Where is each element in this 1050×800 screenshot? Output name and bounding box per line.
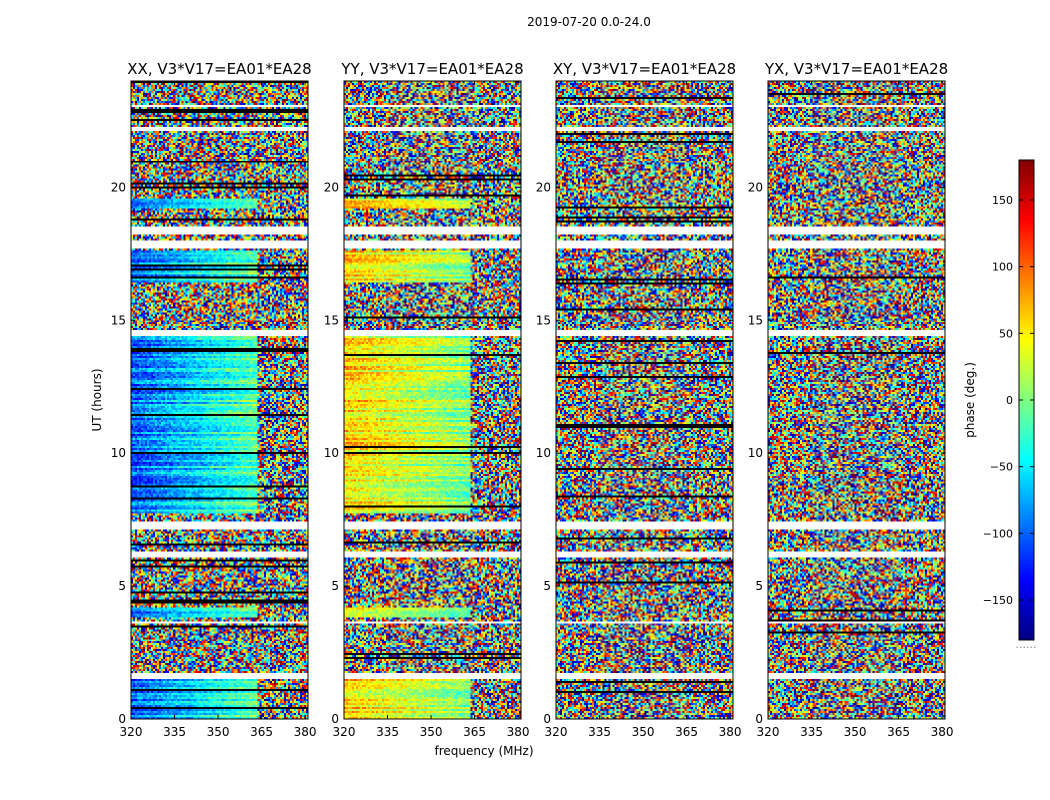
figure-suptitle: 2019-07-20 0.0-24.0 [527,15,651,29]
panel-frame [343,80,522,720]
y-tick-label: 10 [111,446,126,460]
y-tick-label: 0 [118,712,126,726]
x-tick-label: 350 [844,725,867,739]
y-tick-label: 15 [748,313,763,327]
heatmap-yx [768,81,945,719]
x-tick-label: 380 [931,725,954,739]
colorbar-tick-label: 100 [992,261,1013,274]
x-tick-label: 380 [507,725,530,739]
y-tick-label: 20 [111,180,126,194]
colorbar-tick-label: 0 [1006,394,1013,407]
x-tick-label: 380 [294,725,317,739]
heatmap-xx [131,81,308,719]
colorbar-tick-label: −150 [983,594,1013,607]
y-tick-label: 5 [543,579,551,593]
x-tick-label: 350 [632,725,655,739]
colorbar-tick-label: 50 [999,327,1013,340]
panel-title: YX, V3*V17=EA01*EA28 [764,60,948,78]
panel-frame [555,80,734,720]
x-tick-label: 320 [333,725,356,739]
y-tick-label: 15 [111,313,126,327]
panel-title: XX, V3*V17=EA01*EA28 [127,60,311,78]
y-tick-label: 20 [324,180,339,194]
panel-frame [130,80,309,720]
x-tick-label: 350 [420,725,443,739]
colorbar-tick-label: −50 [990,461,1013,474]
x-tick-label: 350 [207,725,230,739]
y-tick-label: 5 [331,579,339,593]
x-tick-label: 335 [376,725,399,739]
y-tick-label: 15 [536,313,551,327]
x-tick-label: 380 [719,725,742,739]
x-tick-label: 365 [675,725,698,739]
heatmap-xy [556,81,733,719]
panel-frame [767,80,946,720]
y-tick-label: 5 [755,579,763,593]
x-axis-label: frequency (MHz) [434,744,533,758]
y-tick-label: 5 [118,579,126,593]
panel-xx: XX, V3*V17=EA01*EA28 320 335 350 365 380 0 5 10 1… [111,60,317,739]
y-tick-label: 15 [324,313,339,327]
y-axis-label: UT (hours) [90,368,104,431]
x-tick-label: 335 [588,725,611,739]
colorbar: −150 −100 −50 0 50 100 150 [983,159,1035,641]
x-tick-label: 320 [120,725,143,739]
x-tick-label: 365 [250,725,273,739]
y-tick-label: 20 [536,180,551,194]
panel-title: YY, V3*V17=EA01*EA28 [340,60,523,78]
panel-title: XY, V3*V17=EA01*EA28 [553,60,736,78]
y-tick-label: 20 [748,180,763,194]
panels-group: XX, V3*V17=EA01*EA28 320 335 350 365 380 0 5 10 1… [111,60,954,739]
x-tick-label: 320 [757,725,780,739]
colorbar-tick-label: 150 [992,194,1013,207]
panel-yx: YX, V3*V17=EA01*EA28 320 335 350 365 380 0 5 10 1… [748,60,954,739]
x-tick-label: 335 [163,725,186,739]
x-tick-label: 365 [463,725,486,739]
y-tick-label: 10 [748,446,763,460]
panel-xy: XY, V3*V17=EA01*EA28 320 335 350 365 380 0 5 10 1… [536,60,742,739]
y-tick-label: 0 [755,712,763,726]
heatmap-yy [344,81,521,719]
y-tick-label: 10 [536,446,551,460]
panel-yy: YY, V3*V17=EA01*EA28 320 335 350 365 380 0 5 10 1… [324,60,530,739]
y-tick-label: 10 [324,446,339,460]
x-tick-label: 335 [800,725,823,739]
x-tick-label: 365 [887,725,910,739]
colorbar-tick-label: −100 [983,527,1013,540]
colorbar-footnote: ...... [1016,638,1037,651]
colorbar-label: phase (deg.) [963,362,977,438]
y-tick-label: 0 [543,712,551,726]
x-tick-label: 320 [545,725,568,739]
y-tick-label: 0 [331,712,339,726]
